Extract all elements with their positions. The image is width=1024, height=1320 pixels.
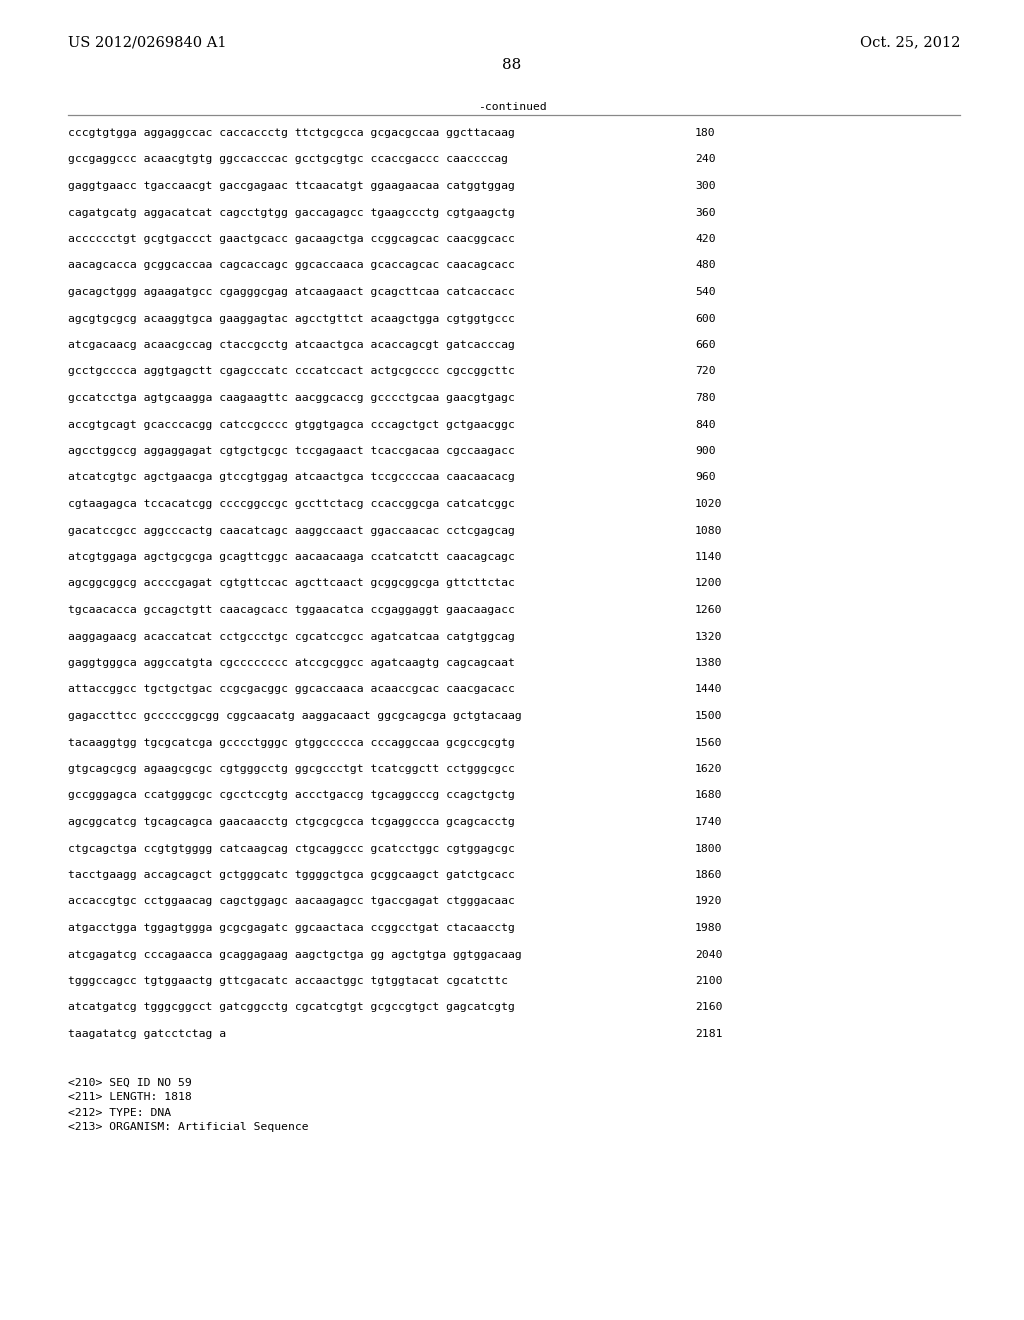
Text: tacaaggtgg tgcgcatcga gcccctgggc gtggccccca cccaggccaa gcgccgcgtg: tacaaggtgg tgcgcatcga gcccctgggc gtggccc… [68,738,515,747]
Text: 1200: 1200 [695,578,723,589]
Text: tacctgaagg accagcagct gctgggcatc tggggctgca gcggcaagct gatctgcacc: tacctgaagg accagcagct gctgggcatc tggggct… [68,870,515,880]
Text: cccgtgtgga aggaggccac caccaccctg ttctgcgcca gcgacgccaa ggcttacaag: cccgtgtgga aggaggccac caccaccctg ttctgcg… [68,128,515,139]
Text: 480: 480 [695,260,716,271]
Text: 1560: 1560 [695,738,723,747]
Text: 1020: 1020 [695,499,723,510]
Text: 1740: 1740 [695,817,723,828]
Text: <213> ORGANISM: Artificial Sequence: <213> ORGANISM: Artificial Sequence [68,1122,308,1133]
Text: agcctggccg aggaggagat cgtgctgcgc tccgagaact tcaccgacaa cgccaagacc: agcctggccg aggaggagat cgtgctgcgc tccgaga… [68,446,515,455]
Text: cgtaagagca tccacatcgg ccccggccgc gccttctacg ccaccggcga catcatcggc: cgtaagagca tccacatcgg ccccggccgc gccttct… [68,499,515,510]
Text: agcggcggcg accccgagat cgtgttccac agcttcaact gcggcggcga gttcttctac: agcggcggcg accccgagat cgtgttccac agcttca… [68,578,515,589]
Text: gaggtgaacc tgaccaacgt gaccgagaac ttcaacatgt ggaagaacaa catggtggag: gaggtgaacc tgaccaacgt gaccgagaac ttcaaca… [68,181,515,191]
Text: gtgcagcgcg agaagcgcgc cgtgggcctg ggcgccctgt tcatcggctt cctgggcgcc: gtgcagcgcg agaagcgcgc cgtgggcctg ggcgccc… [68,764,515,774]
Text: ctgcagctga ccgtgtgggg catcaagcag ctgcaggccc gcatcctggc cgtggagcgc: ctgcagctga ccgtgtgggg catcaagcag ctgcagg… [68,843,515,854]
Text: 1080: 1080 [695,525,723,536]
Text: 1320: 1320 [695,631,723,642]
Text: gccgaggccc acaacgtgtg ggccacccac gcctgcgtgc ccaccgaccc caaccccag: gccgaggccc acaacgtgtg ggccacccac gcctgcg… [68,154,508,165]
Text: gacagctggg agaagatgcc cgagggcgag atcaagaact gcagcttcaa catcaccacc: gacagctggg agaagatgcc cgagggcgag atcaaga… [68,286,515,297]
Text: accaccgtgc cctggaacag cagctggagc aacaagagcc tgaccgagat ctgggacaac: accaccgtgc cctggaacag cagctggagc aacaaga… [68,896,515,907]
Text: 360: 360 [695,207,716,218]
Text: tgcaacacca gccagctgtt caacagcacc tggaacatca ccgaggaggt gaacaagacc: tgcaacacca gccagctgtt caacagcacc tggaaca… [68,605,515,615]
Text: 420: 420 [695,234,716,244]
Text: 1380: 1380 [695,657,723,668]
Text: 88: 88 [503,58,521,73]
Text: 300: 300 [695,181,716,191]
Text: <212> TYPE: DNA: <212> TYPE: DNA [68,1107,171,1118]
Text: atcatcgtgc agctgaacga gtccgtggag atcaactgca tccgccccaa caacaacacg: atcatcgtgc agctgaacga gtccgtggag atcaact… [68,473,515,483]
Text: 1140: 1140 [695,552,723,562]
Text: 1860: 1860 [695,870,723,880]
Text: 540: 540 [695,286,716,297]
Text: 2160: 2160 [695,1002,723,1012]
Text: 2181: 2181 [695,1030,723,1039]
Text: acccccctgt gcgtgaccct gaactgcacc gacaagctga ccggcagcac caacggcacc: acccccctgt gcgtgaccct gaactgcacc gacaagc… [68,234,515,244]
Text: atcgtggaga agctgcgcga gcagttcggc aacaacaaga ccatcatctt caacagcagc: atcgtggaga agctgcgcga gcagttcggc aacaaca… [68,552,515,562]
Text: 180: 180 [695,128,716,139]
Text: atcgagatcg cccagaacca gcaggagaag aagctgctga gg agctgtga ggtggacaag: atcgagatcg cccagaacca gcaggagaag aagctgc… [68,949,522,960]
Text: 1440: 1440 [695,685,723,694]
Text: 780: 780 [695,393,716,403]
Text: agcggcatcg tgcagcagca gaacaacctg ctgcgcgcca tcgaggccca gcagcacctg: agcggcatcg tgcagcagca gaacaacctg ctgcgcg… [68,817,515,828]
Text: atcatgatcg tgggcggcct gatcggcctg cgcatcgtgt gcgccgtgct gagcatcgtg: atcatgatcg tgggcggcct gatcggcctg cgcatcg… [68,1002,515,1012]
Text: 1980: 1980 [695,923,723,933]
Text: 2040: 2040 [695,949,723,960]
Text: 600: 600 [695,314,716,323]
Text: 1920: 1920 [695,896,723,907]
Text: aaggagaacg acaccatcat cctgccctgc cgcatccgcc agatcatcaa catgtggcag: aaggagaacg acaccatcat cctgccctgc cgcatcc… [68,631,515,642]
Text: 960: 960 [695,473,716,483]
Text: 720: 720 [695,367,716,376]
Text: accgtgcagt gcacccacgg catccgcccc gtggtgagca cccagctgct gctgaacggc: accgtgcagt gcacccacgg catccgcccc gtggtga… [68,420,515,429]
Text: gagaccttcc gcccccggcgg cggcaacatg aaggacaact ggcgcagcga gctgtacaag: gagaccttcc gcccccggcgg cggcaacatg aaggac… [68,711,522,721]
Text: 900: 900 [695,446,716,455]
Text: 1620: 1620 [695,764,723,774]
Text: gaggtgggca aggccatgta cgcccccccc atccgcggcc agatcaagtg cagcagcaat: gaggtgggca aggccatgta cgcccccccc atccgcg… [68,657,515,668]
Text: 1680: 1680 [695,791,723,800]
Text: Oct. 25, 2012: Oct. 25, 2012 [859,36,961,49]
Text: aacagcacca gcggcaccaa cagcaccagc ggcaccaaca gcaccagcac caacagcacc: aacagcacca gcggcaccaa cagcaccagc ggcacca… [68,260,515,271]
Text: 2100: 2100 [695,975,723,986]
Text: atcgacaacg acaacgccag ctaccgcctg atcaactgca acaccagcgt gatcacccag: atcgacaacg acaacgccag ctaccgcctg atcaact… [68,341,515,350]
Text: cagatgcatg aggacatcat cagcctgtgg gaccagagcc tgaagccctg cgtgaagctg: cagatgcatg aggacatcat cagcctgtgg gaccaga… [68,207,515,218]
Text: gccatcctga agtgcaagga caagaagttc aacggcaccg gcccctgcaa gaacgtgagc: gccatcctga agtgcaagga caagaagttc aacggca… [68,393,515,403]
Text: gacatccgcc aggcccactg caacatcagc aaggccaact ggaccaacac cctcgagcag: gacatccgcc aggcccactg caacatcagc aaggcca… [68,525,515,536]
Text: tgggccagcc tgtggaactg gttcgacatc accaactggc tgtggtacat cgcatcttc: tgggccagcc tgtggaactg gttcgacatc accaact… [68,975,508,986]
Text: US 2012/0269840 A1: US 2012/0269840 A1 [68,36,226,49]
Text: 1800: 1800 [695,843,723,854]
Text: gcctgcccca aggtgagctt cgagcccatc cccatccact actgcgcccc cgccggcttc: gcctgcccca aggtgagctt cgagcccatc cccatcc… [68,367,515,376]
Text: 840: 840 [695,420,716,429]
Text: <210> SEQ ID NO 59: <210> SEQ ID NO 59 [68,1077,191,1088]
Text: gccgggagca ccatgggcgc cgcctccgtg accctgaccg tgcaggcccg ccagctgctg: gccgggagca ccatgggcgc cgcctccgtg accctga… [68,791,515,800]
Text: agcgtgcgcg acaaggtgca gaaggagtac agcctgttct acaagctgga cgtggtgccc: agcgtgcgcg acaaggtgca gaaggagtac agcctgt… [68,314,515,323]
Text: 240: 240 [695,154,716,165]
Text: attaccggcc tgctgctgac ccgcgacggc ggcaccaaca acaaccgcac caacgacacc: attaccggcc tgctgctgac ccgcgacggc ggcacca… [68,685,515,694]
Text: -continued: -continued [477,102,547,112]
Text: taagatatcg gatcctctag a: taagatatcg gatcctctag a [68,1030,226,1039]
Text: 660: 660 [695,341,716,350]
Text: atgacctgga tggagtggga gcgcgagatc ggcaactaca ccggcctgat ctacaacctg: atgacctgga tggagtggga gcgcgagatc ggcaact… [68,923,515,933]
Text: <211> LENGTH: 1818: <211> LENGTH: 1818 [68,1093,191,1102]
Text: 1260: 1260 [695,605,723,615]
Text: 1500: 1500 [695,711,723,721]
